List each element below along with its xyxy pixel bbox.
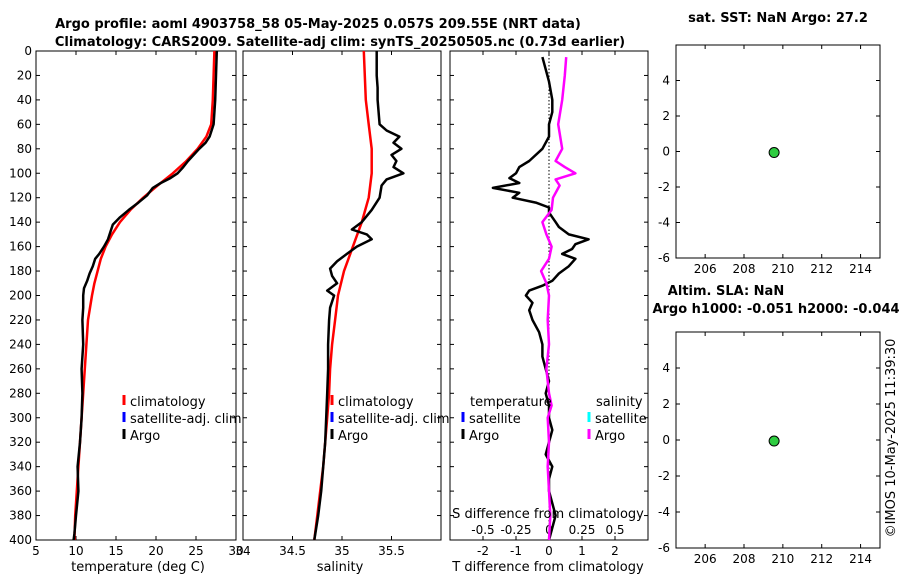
difference-xlabel: T difference from climatology — [451, 560, 644, 575]
difference-x-tick-label-0: 0 — [545, 544, 553, 558]
temperature-x-tick-label-30: 30 — [228, 544, 243, 558]
y-tick-label-200: 200 — [9, 289, 32, 303]
y-tick-label-240: 240 — [9, 337, 32, 351]
altim-sla-y-tick-label-0: 0 — [662, 433, 670, 447]
difference-legend-temperature-label-0: satellite — [469, 412, 521, 427]
y-tick-label-220: 220 — [9, 313, 32, 327]
y-tick-label-20: 20 — [17, 68, 32, 82]
temperature-legend-label-0: climatology — [130, 395, 206, 410]
y-tick-label-160: 160 — [9, 240, 32, 254]
difference-x-tick-label-1: 1 — [578, 544, 586, 558]
altim-sla-title-line1: Altim. SLA: NaN — [668, 284, 784, 299]
salinity-legend-label-2: Argo — [338, 429, 368, 444]
y-tick-label-120: 120 — [9, 191, 32, 205]
figure-title-line2: Climatology: CARS2009. Satellite-adj cli… — [55, 35, 625, 50]
sat-sst-title: sat. SST: NaN Argo: 27.2 — [688, 11, 868, 26]
altim-sla-point-0 — [768, 435, 780, 447]
salinity-panel: 34 34.5 35 35.5 climatology satellite-adj. cl… — [235, 50, 450, 558]
sat-sst-panel: 4 2 0 -2 -4 -6 206 208 210 212 214 — [658, 44, 881, 276]
temperature-x-tick-label-20: 20 — [148, 544, 163, 558]
difference-legend-temperature-title: temperature — [470, 395, 552, 410]
difference-x-tick-label--1: -1 — [510, 544, 522, 558]
sat-sst-x-tick-label-208: 208 — [733, 262, 756, 276]
salinity-x-tick-label-35.5: 35.5 — [378, 544, 405, 558]
temperature-x-tick-label-15: 15 — [108, 544, 123, 558]
altim-sla-x-tick-label-212: 212 — [810, 552, 833, 566]
temperature-x-tick-label-5: 5 — [32, 544, 40, 558]
salinity-series-argo — [313, 51, 405, 541]
difference-top-tick-label-0.5: 0.5 — [605, 523, 624, 537]
y-tick-label-260: 260 — [9, 362, 32, 376]
sat-sst-y-tick-label-4: 4 — [662, 74, 670, 88]
sat-sst-y-tick-label-2: 2 — [662, 109, 670, 123]
altim-sla-y-tick-label--6: -6 — [658, 541, 670, 555]
y-tick-label-140: 140 — [9, 215, 32, 229]
imos-timestamp: ©IMOS 10-May-2025 11:39:30 — [884, 339, 899, 538]
temperature-x-tick-label-10: 10 — [68, 544, 83, 558]
difference-top-tick-label--0.25: -0.25 — [500, 523, 531, 537]
salinity-legend-label-0: climatology — [338, 395, 414, 410]
sat-sst-x-tick-label-214: 214 — [849, 262, 872, 276]
altim-sla-y-tick-label-2: 2 — [662, 397, 670, 411]
sat-sst-x-tick-label-206: 206 — [694, 262, 717, 276]
y-tick-label-360: 360 — [9, 484, 32, 498]
temperature-legend-label-2: Argo — [130, 429, 160, 444]
y-tick-label-40: 40 — [17, 93, 32, 107]
figure-title-line1: Argo profile: aoml 4903758_58 05-May-202… — [55, 17, 581, 32]
difference-top-tick-label--0.5: -0.5 — [471, 523, 494, 537]
sat-sst-y-tick-label--4: -4 — [658, 216, 670, 230]
y-tick-label-280: 280 — [9, 386, 32, 400]
difference-top-tick-label-0.25: 0.25 — [569, 523, 596, 537]
salinity-x-tick-label-34: 34 — [235, 544, 250, 558]
salinity-x-tick-label-34.5: 34.5 — [279, 544, 306, 558]
y-tick-label-180: 180 — [9, 264, 32, 278]
difference-x-tick-label--2: -2 — [477, 544, 489, 558]
salinity-x-tick-label-35: 35 — [334, 544, 349, 558]
y-tick-label-340: 340 — [9, 460, 32, 474]
salinity-legend-label-1: satellite-adj. clim — [338, 412, 450, 427]
difference-legend-salinity-label-0: satellite — [595, 412, 647, 427]
difference-legend-salinity-title: salinity — [596, 395, 643, 410]
salinity-axes-frame — [242, 50, 442, 541]
sat-sst-y-tick-label-0: 0 — [662, 145, 670, 159]
difference-legend-salinity-label-1: Argo — [595, 429, 625, 444]
difference-legend-temperature-label-1: Argo — [469, 429, 499, 444]
temperature-series-climatology — [73, 50, 216, 541]
y-tick-label-300: 300 — [9, 411, 32, 425]
altim-sla-x-tick-label-214: 214 — [849, 552, 872, 566]
sat-sst-point-0 — [768, 147, 780, 159]
altim-sla-y-tick-label--2: -2 — [658, 469, 670, 483]
sat-sst-x-tick-label-212: 212 — [810, 262, 833, 276]
altim-sla-title-line2: Argo h1000: -0.051 h2000: -0.044 — [652, 302, 899, 317]
difference-series-temperature-argo — [491, 56, 590, 541]
y-tick-label-60: 60 — [17, 117, 32, 131]
altim-sla-y-tick-label--4: -4 — [658, 505, 670, 519]
salinity-xlabel: salinity — [317, 560, 364, 575]
y-tick-label-100: 100 — [9, 166, 32, 180]
y-tick-label-320: 320 — [9, 435, 32, 449]
difference-panel: -2 -1 0 1 2-0.5 -0.25 0 0.25 0.5temperaturesatel… — [449, 50, 649, 558]
y-tick-label-400: 400 — [9, 533, 32, 547]
y-tick-label-0: 0 — [24, 44, 32, 58]
sat-sst-x-tick-label-210: 210 — [771, 262, 794, 276]
altim-sla-x-tick-label-208: 208 — [733, 552, 756, 566]
temperature-x-tick-label-25: 25 — [188, 544, 203, 558]
temperature-panel: 0 20 40 60 80 100 120 140 160 180 200 220 240 260 280 3… — [9, 44, 244, 558]
altim-sla-x-tick-label-206: 206 — [694, 552, 717, 566]
difference-series-salinity-argo — [539, 57, 577, 541]
temperature-axes-frame — [35, 50, 237, 541]
temperature-series-argo — [72, 50, 219, 541]
altim-sla-panel: 4 2 0 -2 -4 -6 206 208 210 212 214 — [658, 331, 881, 566]
temperature-legend-label-1: satellite-adj. clim — [130, 412, 242, 427]
altim-sla-y-tick-label-4: 4 — [662, 361, 670, 375]
sat-sst-y-tick-label--2: -2 — [658, 180, 670, 194]
difference-top-label: S difference from climatology — [452, 507, 644, 522]
temperature-xlabel: temperature (deg C) — [71, 560, 205, 575]
y-tick-label-380: 380 — [9, 509, 32, 523]
altim-sla-x-tick-label-210: 210 — [771, 552, 794, 566]
difference-x-tick-label-2: 2 — [611, 544, 619, 558]
sat-sst-y-tick-label--6: -6 — [658, 251, 670, 265]
y-tick-label-80: 80 — [17, 142, 32, 156]
